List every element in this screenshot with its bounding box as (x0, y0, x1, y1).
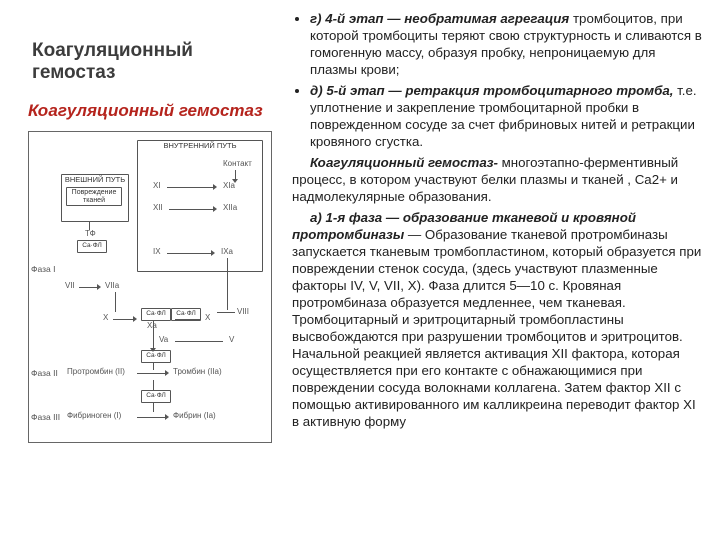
arrowhead (150, 348, 156, 352)
factor-XIIa: XIIa (223, 204, 237, 213)
slide: Коагуляционный гемостаз Коагуляционный г… (0, 0, 720, 540)
factor-X-right: X (205, 314, 210, 323)
tissue-damage-box: Повреждение тканей (66, 187, 122, 206)
arrow (167, 253, 213, 254)
left-column: Коагуляционный гемостаз Коагуляционный г… (14, 10, 276, 530)
arrow (217, 312, 235, 313)
arrow (115, 292, 116, 312)
factor-XIa: XIa (223, 182, 235, 191)
factor-V: V (229, 336, 234, 345)
ca-box-5: Ca·ФЛ (141, 390, 171, 403)
prothrombin-label: Протромбин (II) (67, 368, 125, 377)
arrow (227, 258, 228, 310)
arrowhead (97, 284, 101, 290)
arrowhead (211, 250, 215, 256)
arrowhead (165, 414, 169, 420)
arrow (175, 341, 223, 342)
paragraph-2-rest: — Образование тканевой протромбиназы зап… (292, 227, 701, 429)
arrowhead (165, 370, 169, 376)
factor-VIIa: VIIa (105, 282, 119, 291)
phase-label-2: Фаза II (31, 368, 58, 378)
arrow (169, 209, 215, 210)
arrow (137, 417, 167, 418)
factor-Va: Va (159, 336, 168, 345)
left-title: Коагуляционный гемостаз (14, 10, 276, 95)
factor-Xa: Xa (147, 322, 157, 331)
ca-box-4: Ca·ФЛ (141, 350, 171, 363)
factor-VIII: VIII (237, 308, 249, 317)
bullet-g-bold: г) 4-й этап — необратимая агрегация (310, 11, 569, 26)
arrow (167, 187, 215, 188)
arrow (137, 373, 167, 374)
extrinsic-path-title: ВНЕШНИЙ ПУТЬ (64, 176, 126, 184)
paragraph-1: Коагуляционный гемостаз- многоэтапно-фер… (292, 154, 702, 205)
arrowhead (213, 184, 217, 190)
arrowhead (213, 206, 217, 212)
paragraph-1-bold: Коагуляционный гемостаз- (310, 155, 498, 170)
bullet-d: д) 5-й этап — ретракция тромбоцитарного … (310, 82, 702, 150)
phase-label-3: Фаза III (31, 412, 60, 422)
paragraph-2: а) 1-я фаза — образование тканевой и кро… (292, 209, 702, 430)
fibrin-label: Фибрин (Ia) (173, 412, 216, 421)
kontakt-label: Контакт (223, 160, 252, 169)
arrow (153, 380, 154, 390)
factor-VII: VII (65, 282, 75, 291)
ca-box-2: Ca·ФЛ (141, 308, 171, 321)
arrow (153, 402, 154, 412)
bullet-d-bold: д) 5-й этап — ретракция тромбоцитарного … (310, 83, 677, 98)
ca-box-1: Ca·ФЛ (77, 240, 107, 253)
intrinsic-path-title: ВНУТРЕННИЙ ПУТЬ (140, 142, 260, 150)
arrow (153, 362, 154, 370)
bullet-list: г) 4-й этап — необратимая агрегация тром… (292, 10, 702, 150)
factor-X-left: X (103, 314, 108, 323)
coagulation-diagram: Фаза I Фаза II Фаза III ВНЕШНИЙ ПУТЬ Пов… (28, 131, 272, 443)
tissue-factor-label: ТФ (85, 230, 96, 239)
factor-XI: XI (153, 182, 161, 191)
arrow (153, 320, 154, 350)
arrow (113, 319, 135, 320)
arrow (175, 319, 201, 320)
diagram-heading: Коагуляционный гемостаз (14, 95, 276, 125)
arrow (79, 287, 99, 288)
phase-label-1: Фаза I (31, 264, 55, 274)
extrinsic-path-box: ВНЕШНИЙ ПУТЬ Повреждение тканей (61, 174, 129, 222)
factor-IXa: IXa (221, 248, 233, 257)
right-column: г) 4-й этап — необратимая агрегация тром… (276, 10, 702, 530)
arrowhead (133, 316, 137, 322)
thrombin-label: Тромбин (IIa) (173, 368, 222, 377)
factor-XII: XII (153, 204, 163, 213)
fibrinogen-label: Фибриноген (I) (67, 412, 121, 421)
bullet-g: г) 4-й этап — необратимая агрегация тром… (310, 10, 702, 78)
factor-IX: IX (153, 248, 161, 257)
